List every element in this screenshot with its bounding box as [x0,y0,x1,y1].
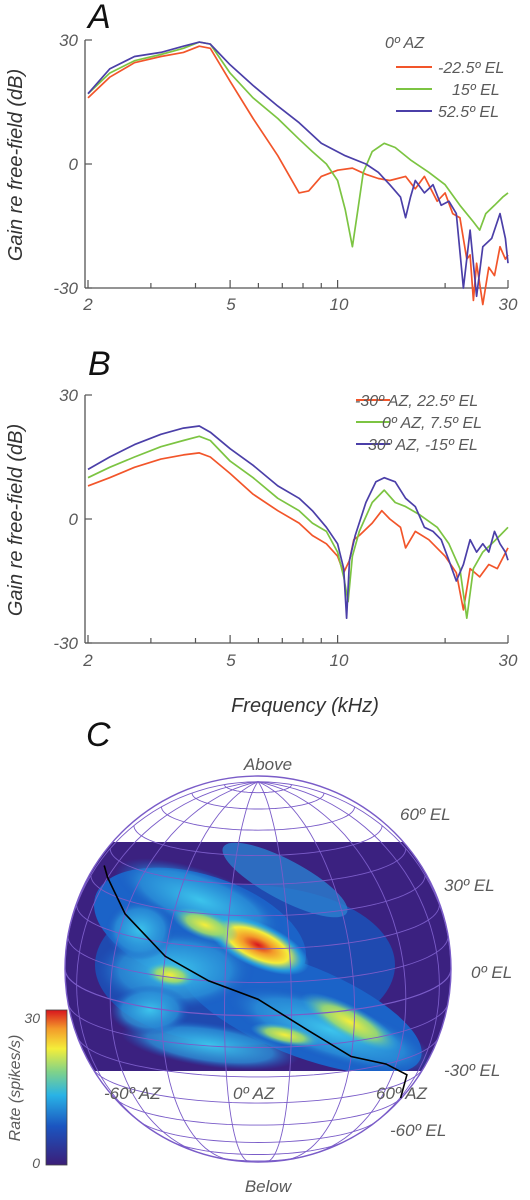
panel-a-legend-label-green: 15º EL [452,82,500,99]
panel-a-legend-label-red: -22.5º EL [438,60,504,77]
panel-c: C Above Below [7,716,512,1196]
panel-c-letter: C [86,716,111,754]
panel-a-ylabel: Gain re free-field (dB) [5,69,27,261]
globe-parallel [139,1121,377,1143]
globe-parallel [206,1154,310,1162]
panel-b-xtick-5: 5 [226,651,236,670]
panel-a: A Gain re free-field (dB) 30 0 -30 2 5 1… [5,0,518,314]
globe-parallel [67,1003,449,1048]
panel-a-series-red [87,45,509,306]
panel-b-legend-label-red: -30º AZ, 22.5º EL [355,393,478,410]
panel-b-letter: B [88,345,111,383]
panel-b-ytick-30: 30 [59,386,78,405]
panel-b-ytick-neg30: -30 [53,634,78,653]
panel-b-series-green [87,435,509,620]
globe-meridian [109,781,259,1156]
globe-parallel [161,806,355,831]
globe-parallel [90,875,426,917]
panel-a-xtick-5: 5 [226,295,236,314]
globe-meridian [161,781,259,1161]
panel-b-ticks [85,394,509,644]
panel-a-series-purple [87,41,509,298]
el-label-neg60: -60º EL [390,1121,446,1140]
panel-b-series-purple [87,425,509,620]
panel-b: B Gain re free-field (dB) 30 0 -30 2 5 1… [5,345,518,717]
panel-b-ytick-0: 0 [69,510,79,529]
el-label-neg30: -30º EL [444,1061,500,1080]
panel-b-legend-label-purple: 30º AZ, -15º EL [368,437,478,454]
panel-a-ytick-neg30: -30 [53,279,78,298]
colorbar-tick-30: 30 [24,1010,40,1026]
globe-parallel [169,1140,347,1155]
panel-a-legend-title: 0º AZ [385,35,425,52]
panel-a-ytick-30: 30 [59,31,78,50]
hotspot-lower-right [300,992,400,1052]
peak-trace-line [103,865,408,1099]
panel-b-ylabel: Gain re free-field (dB) [5,424,27,616]
globe-meridian [257,781,407,1156]
panel-b-xtick-10: 10 [330,651,349,670]
panel-a-ticks [85,39,509,289]
panel-b-series-red [87,452,509,611]
globe-parallel [76,904,440,950]
colorbar [45,1009,68,1166]
panel-a-xtick-30: 30 [499,295,518,314]
hotspot-upper-left [171,907,239,943]
panel-b-xtick-30: 30 [499,651,518,670]
el-label-60: 60º EL [400,805,451,824]
globe-meridian [257,781,292,1163]
globe-meridian [257,781,452,979]
globe-meridian [76,781,259,1131]
globe-meridian [257,781,440,1131]
heatmap-hotspots [145,907,400,1052]
panel-b-legend-label-green: 0º AZ, 7.5º EL [382,415,482,432]
panel-a-legend-label-purple: 52.5º EL [438,104,499,121]
globe-meridian [257,781,355,1161]
el-label-0: 0º EL [471,963,512,982]
panel-a-letter: A [86,0,111,36]
panel-a-xtick-10: 10 [330,295,349,314]
panel-b-xtick-2: 2 [82,651,93,670]
globe-grid [64,775,452,1163]
globe-parallel [77,1037,439,1078]
globe-parallel [113,1096,403,1126]
heatmap [65,842,451,1071]
globe-parallel [67,936,449,983]
az-label-neg60: -60º AZ [104,1084,161,1103]
globe-parallel [133,825,383,857]
globe-top-label: Above [243,755,292,774]
az-label-60: 60º AZ [376,1084,428,1103]
el-label-30: 30º EL [444,876,495,895]
globe-parallel [191,792,325,810]
panel-a-xtick-2: 2 [82,295,93,314]
panel-b-xlabel: Frequency (kHz) [231,695,379,717]
globe-meridian [64,781,259,979]
globe-parallel [109,848,407,885]
panel-b-series [87,425,509,620]
globe-meridian [224,781,259,1163]
panel-a-series [87,41,509,306]
panel-a-ytick-0: 0 [69,155,79,174]
globe-bottom-label: Below [245,1177,293,1196]
globe-parallel [224,784,292,794]
hotspot-lower-mid [250,1022,320,1048]
globe-parallel [64,968,452,1017]
hotspot-left [145,962,195,988]
globe-parallel [92,1068,424,1104]
az-label-0: 0º AZ [233,1084,275,1103]
colorbar-label: Rate (spikes/s) [7,1035,24,1142]
colorbar-tick-0: 0 [32,1155,40,1171]
